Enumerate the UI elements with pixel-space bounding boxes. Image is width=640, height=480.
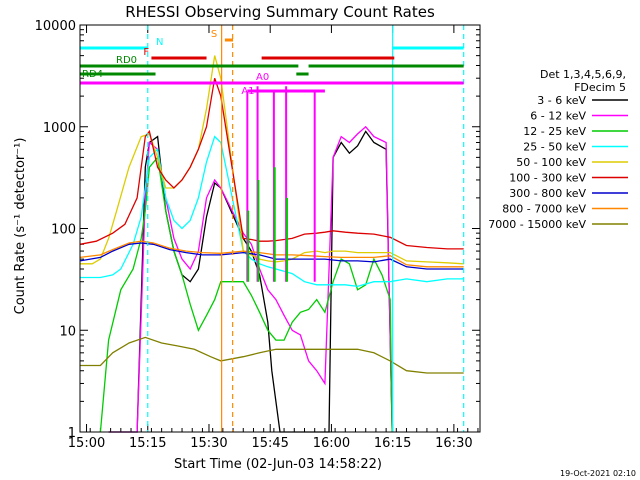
y-tick-label: 100 [51, 223, 76, 238]
flag-label: A1 [241, 86, 254, 97]
plot-frame [79, 24, 481, 433]
legend-label: 6 - 12 keV [530, 110, 586, 123]
x-tick-label: 15:15 [129, 436, 166, 451]
y-axis-label: Count Rate (s⁻¹ detector⁻¹) [13, 138, 28, 315]
y-tick-label: 1 [68, 426, 76, 441]
legend-label: 3 - 6 keV [537, 94, 586, 107]
legend-label: 800 - 7000 keV [502, 203, 586, 216]
flag-label: RD0 [116, 55, 137, 66]
x-tick-label: 15:30 [190, 436, 227, 451]
legend-label: 50 - 100 keV [516, 156, 586, 169]
chart-title: RHESSI Observing Summary Count Rates [125, 3, 435, 21]
x-axis-label: Start Time (02-Jun-03 14:58:22) [174, 457, 382, 472]
flag-label: F [143, 47, 149, 58]
x-tick-label: 15:00 [68, 436, 105, 451]
flag-label: A0 [256, 72, 269, 83]
legend-label: 25 - 50 keV [523, 141, 586, 154]
flag-label: RD4 [82, 69, 103, 80]
series-line [108, 125, 393, 433]
y-tick-label: 10000 [35, 19, 76, 34]
legend-label: 7000 - 15000 keV [488, 218, 586, 231]
legend-label: 100 - 300 keV [509, 172, 586, 185]
x-tick-label: 16:00 [313, 436, 350, 451]
x-tick-label: 16:30 [435, 436, 472, 451]
series-line [80, 135, 464, 288]
y-tick-label: 10 [59, 324, 76, 339]
y-tick-label: 1000 [43, 121, 76, 136]
legend-label: 12 - 25 keV [523, 125, 586, 138]
legend-header-line2: FDecim 5 [574, 81, 626, 94]
flag-label: N [156, 37, 163, 48]
legend-header-line1: Det 1,3,4,5,6,9, [540, 68, 626, 81]
series-line [99, 155, 393, 433]
timestamp: 19-Oct-2021 02:10 [560, 469, 636, 478]
legend-label: 300 - 800 keV [509, 187, 586, 200]
x-tick-label: 15:45 [251, 436, 288, 451]
x-tick-label: 16:15 [374, 436, 411, 451]
flag-label: S [211, 29, 217, 40]
